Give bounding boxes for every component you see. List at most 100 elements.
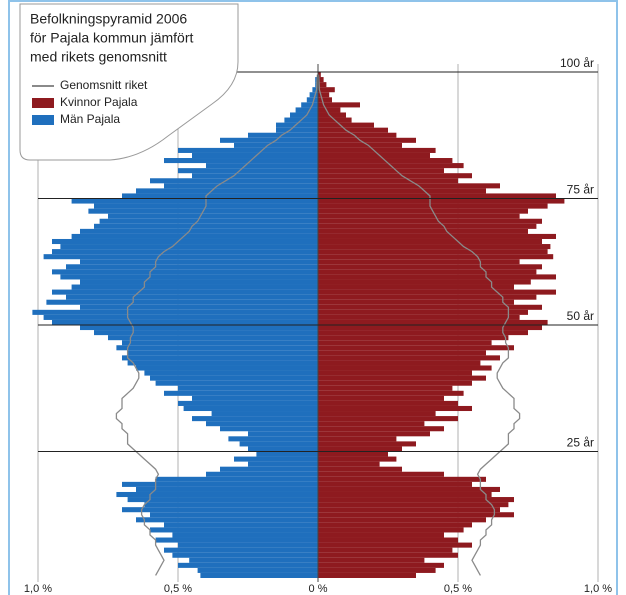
bar [318, 152, 430, 159]
tick-label-bg [556, 183, 596, 196]
bar [318, 471, 444, 477]
bar [318, 294, 537, 300]
bar [318, 213, 520, 219]
bar [150, 527, 318, 533]
bar [318, 188, 486, 194]
bar [318, 72, 321, 78]
bar [108, 335, 318, 341]
bar [318, 340, 492, 346]
bar [318, 491, 492, 498]
bar [206, 421, 318, 427]
y-tick-label: 25 år [567, 436, 594, 450]
bar [192, 395, 318, 401]
bar [318, 330, 528, 336]
bar [192, 152, 318, 159]
bar [318, 208, 528, 214]
bar [318, 223, 537, 229]
bar [197, 567, 318, 573]
bar [172, 532, 318, 538]
bar [32, 309, 319, 315]
title-line: för Pajala kommun jämfört [30, 30, 194, 46]
bar [136, 188, 318, 194]
x-tick-label: 0 % [309, 583, 328, 595]
bar [318, 269, 537, 275]
bar [295, 107, 318, 113]
bar [189, 557, 318, 563]
bar [206, 163, 318, 169]
bar [276, 127, 318, 133]
bar [318, 203, 548, 209]
bar [71, 233, 318, 239]
bar [206, 471, 318, 477]
bar [122, 193, 318, 199]
bar [318, 228, 528, 234]
bar [52, 269, 318, 275]
bar [318, 325, 542, 331]
bar [318, 142, 402, 148]
bar [150, 512, 318, 518]
bar [318, 416, 458, 422]
legend-label: Män Pajala [60, 112, 120, 126]
bar [318, 279, 531, 285]
bar [178, 168, 318, 174]
bar [144, 370, 318, 376]
bar [318, 562, 444, 568]
bar [318, 299, 514, 305]
bar [318, 466, 402, 472]
bar [71, 198, 318, 204]
legend-box [19, 3, 239, 161]
bar [276, 122, 318, 128]
bar [248, 461, 318, 467]
bar [318, 567, 436, 573]
bar [60, 244, 319, 250]
bar [164, 390, 318, 396]
bar [256, 451, 318, 457]
bar [99, 218, 318, 224]
axis: 1,0 % 0,5 % 0 % 0,5 % 1,0 % [24, 583, 612, 595]
bar [122, 355, 318, 361]
bar [318, 218, 542, 224]
bar [318, 486, 500, 492]
bar [80, 304, 318, 310]
bar [318, 572, 416, 578]
bar [318, 512, 514, 518]
bar [122, 481, 318, 487]
bar [80, 228, 318, 234]
bar [318, 122, 374, 128]
bar [318, 390, 464, 396]
bar [318, 456, 397, 462]
bar [178, 385, 318, 391]
tick-label-bg [556, 57, 596, 69]
legend: Befolkningspyramid 2006 för Pajala kommu… [19, 3, 239, 161]
bar [318, 284, 514, 290]
bar [318, 476, 486, 482]
bar [150, 178, 318, 184]
bar [164, 522, 318, 528]
bar [318, 127, 388, 133]
bar [155, 537, 318, 543]
bar [155, 476, 318, 482]
bar [318, 254, 554, 260]
bar [211, 411, 318, 417]
bar [116, 491, 319, 498]
bar [318, 547, 453, 553]
legend-label: Kvinnor Pajala [60, 95, 138, 109]
bar [318, 82, 327, 88]
bar [318, 395, 444, 401]
bar [318, 132, 397, 138]
bar [136, 517, 318, 523]
bar [318, 532, 444, 538]
bar [178, 400, 318, 406]
bar [318, 426, 444, 432]
legend-swatch [32, 115, 54, 125]
bar [318, 274, 556, 280]
bar [150, 375, 318, 381]
bar [318, 481, 472, 487]
bar [52, 319, 318, 325]
bar [248, 446, 318, 452]
bar [318, 238, 542, 245]
bar [318, 421, 425, 427]
bar [122, 340, 318, 346]
bar [290, 112, 318, 118]
bar [122, 507, 318, 513]
